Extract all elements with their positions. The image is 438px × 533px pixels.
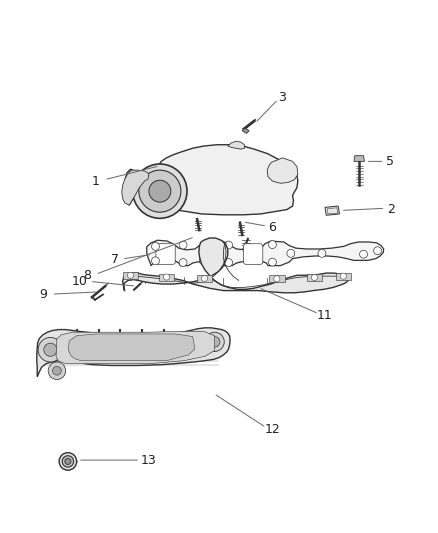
Polygon shape [159,273,174,280]
Circle shape [65,458,71,464]
Circle shape [179,241,187,249]
Circle shape [48,362,66,379]
Text: 10: 10 [72,276,88,288]
Circle shape [149,180,171,202]
Polygon shape [197,275,212,282]
Polygon shape [123,272,138,279]
Polygon shape [125,145,298,215]
Text: 1: 1 [92,175,99,188]
Circle shape [163,274,170,280]
Circle shape [201,275,208,281]
Text: 6: 6 [268,221,276,233]
Circle shape [360,251,367,258]
Ellipse shape [274,165,291,177]
Ellipse shape [278,167,287,174]
Circle shape [44,343,57,356]
Text: 11: 11 [317,309,333,322]
Polygon shape [336,273,351,280]
Polygon shape [122,170,149,205]
Circle shape [268,258,276,266]
Circle shape [139,170,181,212]
Text: 2: 2 [387,203,395,216]
Polygon shape [147,240,384,265]
Circle shape [179,259,187,266]
Polygon shape [242,128,249,133]
Polygon shape [37,328,230,377]
Polygon shape [200,244,219,264]
Text: 3: 3 [279,91,286,104]
Polygon shape [269,275,285,282]
Polygon shape [228,141,244,149]
Polygon shape [354,156,364,161]
Polygon shape [325,206,339,215]
Circle shape [274,276,280,282]
Circle shape [225,241,233,249]
Polygon shape [123,238,348,293]
Circle shape [62,456,74,467]
Circle shape [340,273,346,279]
Circle shape [38,337,63,362]
Circle shape [152,257,159,265]
Circle shape [152,243,159,251]
Text: 7: 7 [111,253,119,266]
Polygon shape [56,332,215,364]
Polygon shape [267,158,298,183]
Text: 8: 8 [84,269,92,282]
Circle shape [133,164,187,219]
Polygon shape [307,274,322,281]
Circle shape [374,247,381,255]
Circle shape [318,249,326,257]
Circle shape [205,332,224,351]
Text: 9: 9 [39,288,47,302]
Polygon shape [244,244,263,264]
Circle shape [127,272,134,278]
Circle shape [225,259,233,266]
Circle shape [287,249,295,257]
Circle shape [59,453,77,470]
Circle shape [311,274,318,280]
Polygon shape [68,334,195,361]
Text: 5: 5 [386,155,394,168]
Polygon shape [156,244,175,264]
Text: 13: 13 [141,454,157,466]
Circle shape [53,366,61,375]
Circle shape [268,241,276,248]
Circle shape [209,336,220,347]
Text: 12: 12 [265,423,280,436]
